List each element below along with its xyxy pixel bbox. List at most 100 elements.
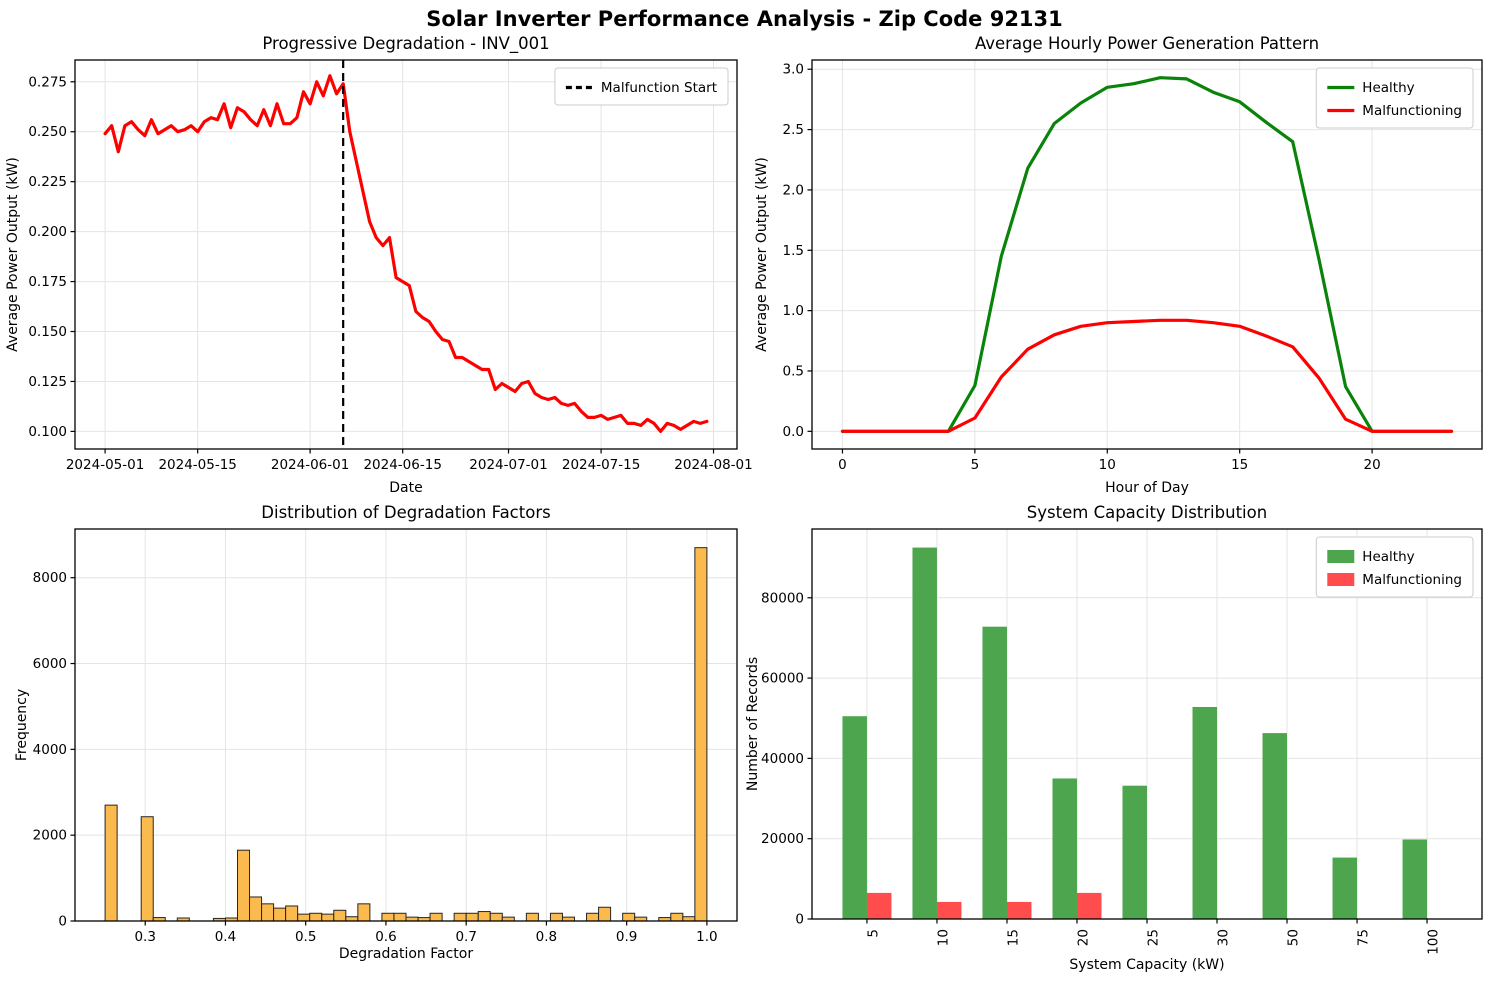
y-tick-label: 3.0 [783,62,804,78]
x-axis-label: System Capacity (kW) [1069,957,1224,973]
x-tick-label: 0 [838,457,847,473]
x-tick-label: 10 [1099,457,1116,473]
histogram-bar [261,903,275,922]
legend-label: Healthy [1362,549,1414,565]
y-tick-label: 0.0 [783,424,804,440]
histogram-bar [622,912,636,922]
y-tick-label: 0.275 [28,74,67,90]
bar-malfunctioning-5kw [866,892,892,919]
histogram-bar [285,905,299,922]
y-tick-label: 4000 [33,742,67,758]
x-tick-label: 0.4 [215,929,236,945]
bar-healthy-75kw [1332,857,1358,919]
histogram-bar [249,896,263,922]
y-tick-label: 2.5 [783,122,804,138]
x-tick-label: 2024-07-01 [469,457,547,473]
axes-spines [811,59,1483,450]
histogram-bar [297,913,311,922]
x-tick-label: 2024-05-01 [66,457,144,473]
x-tick-label: 75 [1356,929,1372,946]
bar-healthy-15kw [982,626,1007,919]
x-tick-label: 5 [971,457,980,473]
histogram-bar [381,912,395,922]
y-axis-label: Frequency [14,689,30,761]
histogram-bar [140,816,154,922]
legend-label: Malfunctioning [1362,103,1462,119]
y-tick-label: 0 [795,912,804,928]
y-tick-label: 6000 [33,656,67,672]
histogram-bar [549,912,563,922]
bar-healthy-30kw [1192,706,1218,919]
x-tick-label: 2024-07-15 [562,457,640,473]
x-tick-label: 0.3 [134,929,155,945]
y-tick-label: 60000 [761,671,804,687]
y-tick-label: 1.0 [783,303,804,319]
y-tick-label: 0.100 [28,424,67,440]
chart-progressive-degradation: 2024-05-01 2024-05-15 2024-06-01 2024-06-15… [5,34,753,496]
y-tick-label: 40000 [761,751,804,767]
x-tick-label: 20 [1076,929,1092,946]
x-tick-label: 0.8 [536,929,557,945]
y-tick-label: 0.200 [28,224,67,240]
y-tick-label: 8000 [33,570,67,586]
x-tick-label: 30 [1216,929,1232,946]
x-tick-label: 1.0 [696,929,717,945]
histogram-bar [670,912,684,922]
legend-swatch-healthy [1327,550,1355,563]
axes-spines [74,59,738,450]
y-axis-label: Number of Records [745,657,761,791]
histogram-bar [465,912,479,922]
bar-healthy-5kw [842,716,867,919]
subplot-title: Progressive Degradation - INV_001 [262,34,549,54]
subplot-title: Distribution of Degradation Factors [261,503,550,522]
histogram-bar [333,909,347,922]
x-tick-label: 20 [1364,457,1381,473]
bar-healthy-100kw [1402,839,1428,919]
x-axis-label: Degradation Factor [339,946,473,962]
x-axis-label: Hour of Day [1105,480,1189,496]
y-tick-label: 2.0 [783,182,804,198]
histogram-bar [525,912,539,922]
y-tick-label: 0.225 [28,174,67,190]
x-tick-label: 2024-05-15 [158,457,236,473]
y-tick-label: 0.125 [28,374,67,390]
legend-swatch-malfunctioning [1327,573,1355,586]
bar-malfunctioning-20kw [1076,892,1102,919]
histogram-bar [489,912,503,922]
legend-label: Malfunction Start [601,80,717,96]
subplot-title: System Capacity Distribution [1027,503,1267,522]
histogram-bar [598,906,612,922]
bar-healthy-25kw [1122,785,1147,919]
x-tick-label: 50 [1286,929,1302,946]
legend-box [554,67,729,106]
x-tick-label: 15 [1231,457,1248,473]
legend: Malfunction Start [554,67,729,106]
legend-box [1315,67,1474,129]
x-tick-label: 10 [935,929,951,946]
x-tick-label: 2024-08-01 [674,457,752,473]
x-axis-label: Date [389,480,422,496]
bar-healthy-10kw [912,547,937,919]
legend: Healthy Malfunctioning [1315,536,1474,598]
legend-label: Malfunctioning [1362,572,1462,588]
y-tick-label: 0.250 [28,124,67,140]
x-tick-label: 2024-06-15 [363,457,441,473]
histogram-bar [104,804,118,922]
legend: Healthy Malfunctioning [1315,67,1474,129]
x-tick-label: 0.9 [616,929,637,945]
histogram-bar [273,907,287,922]
bar-healthy-50kw [1262,733,1288,919]
y-tick-label: 2000 [33,828,67,844]
y-tick-label: 80000 [761,590,804,606]
y-tick-label: 0.150 [28,324,67,340]
histogram-bar [453,912,467,922]
histogram-bar [477,911,491,922]
histogram-bar [586,912,600,922]
x-tick-label: 0.5 [295,929,316,945]
figure-suptitle: Solar Inverter Performance Analysis - Zi… [426,7,1063,31]
bar-malfunctioning-10kw [936,901,962,919]
x-tick-label: 2024-06-01 [271,457,349,473]
chart-degradation-histogram: 0.3 0.4 0.5 0.6 0.7 0.8 0.9 1.0 0 2000 4000 6000 800… [14,503,738,962]
y-tick-label: 1.5 [783,243,804,259]
